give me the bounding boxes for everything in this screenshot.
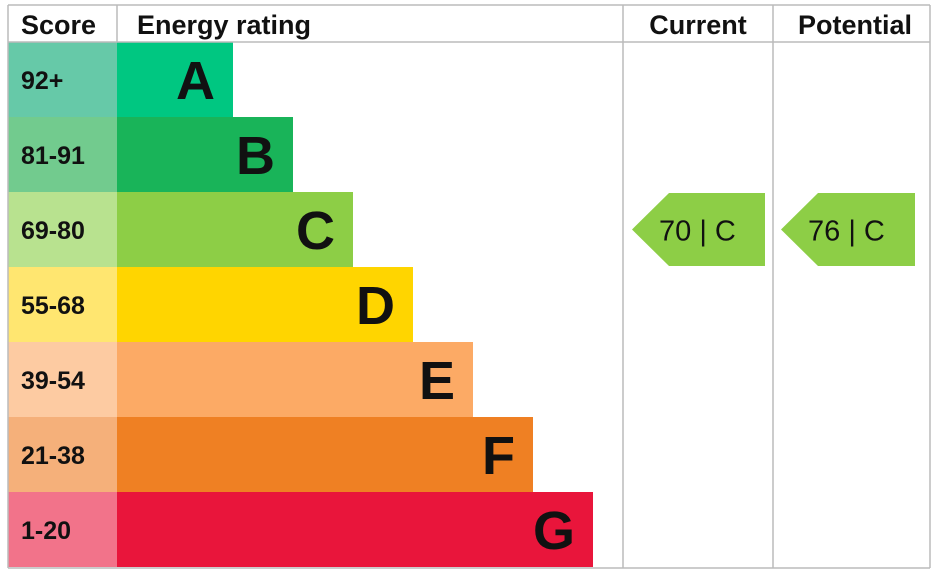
current-header: Current [649,10,747,40]
rating-letter: E [419,351,455,411]
score-cell-g [8,492,117,567]
score-cell-d [8,267,117,342]
current-rating-label: 70 | C [659,216,736,248]
score-range-label: 21-38 [21,442,85,470]
rating-bar-c [117,192,353,267]
potential-header: Potential [798,10,912,40]
rating-letter: D [356,276,395,336]
score-cell-e [8,342,117,417]
score-cell-c [8,192,117,267]
potential-rating-label: 76 | C [808,216,885,248]
potential-rating-arrow [781,193,915,266]
rating-bar-d [117,267,413,342]
rating-letter: A [176,51,215,111]
score-range-label: 55-68 [21,292,85,320]
score-range-label: 1-20 [21,517,71,545]
score-cell-f [8,417,117,492]
rating-bar-a [117,42,233,117]
rating-letter: F [482,426,515,486]
score-range-label: 69-80 [21,217,85,245]
score-range-label: 39-54 [21,367,85,395]
score-cell-a [8,42,117,117]
rating-bar-e [117,342,473,417]
rating-bar-b [117,117,293,192]
current-rating-arrow [632,193,765,266]
score-header: Score [21,10,96,40]
score-range-label: 81-91 [21,142,85,170]
rating-letter: B [236,126,275,186]
score-cell-b [8,117,117,192]
energy-rating-header: Energy rating [137,10,311,40]
rating-letter: C [296,201,335,261]
rating-bar-f [117,417,533,492]
rating-letter: G [533,501,575,561]
score-range-label: 92+ [21,67,63,95]
rating-bar-g [117,492,593,567]
